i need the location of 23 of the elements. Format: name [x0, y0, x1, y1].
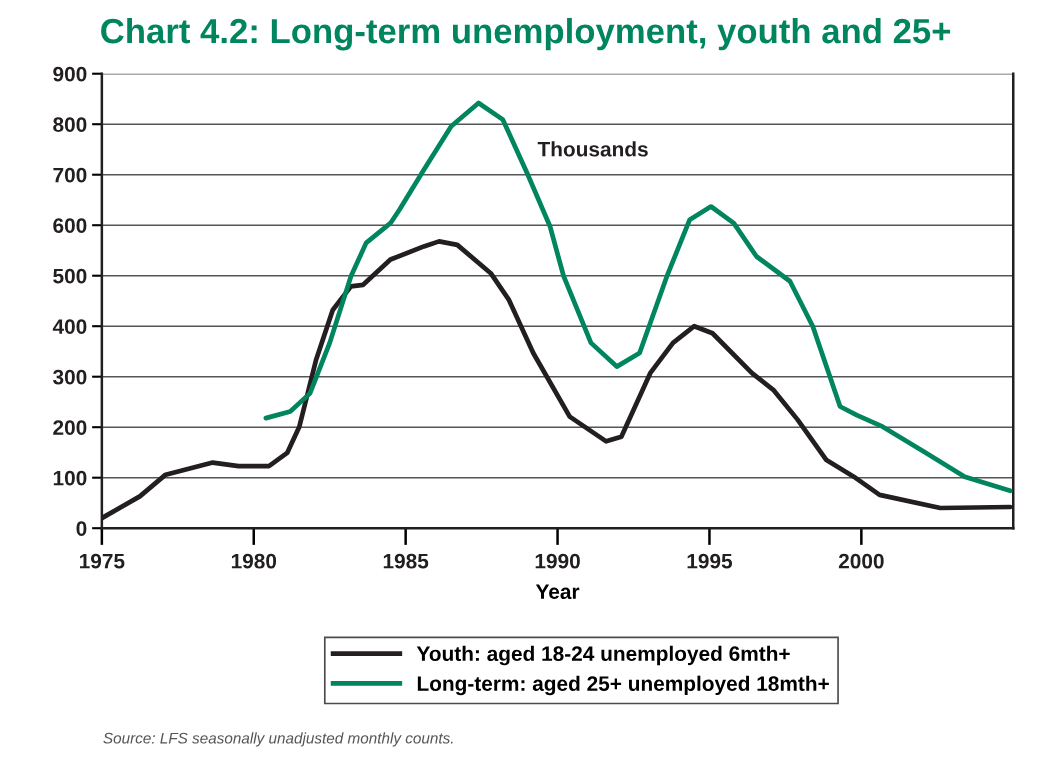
x-tick-label: 1980: [231, 553, 277, 569]
x-tick-label: 1990: [535, 553, 580, 569]
y-tick-label: 200: [53, 420, 87, 435]
x-tick-label: 1985: [383, 553, 429, 569]
source-note: Source: LFS seasonally unadjusted monthly counts.: [103, 732, 453, 747]
y-tick-label: 0: [76, 521, 87, 536]
y-tick-label: 300: [53, 369, 87, 385]
legend-label: Long-term: aged 25+ unemployed 18mth+: [417, 675, 829, 696]
chart-title: Chart 4.2: Long-term unemployment, youth and 25+: [101, 17, 951, 51]
x-tick-label: 1995: [687, 553, 733, 569]
y-tick-label: 900: [53, 66, 87, 82]
y-tick-label: 100: [53, 470, 87, 486]
x-tick-label: 2000: [838, 553, 884, 569]
x-axis-title: Year: [535, 584, 580, 600]
y-tick-label: 400: [52, 319, 87, 334]
y-tick-label: 700: [53, 167, 87, 183]
legend-label: Youth: aged 18-24 unemployed 6mth+: [416, 645, 790, 666]
y-tick-label: 500: [53, 268, 87, 284]
annotation: Thousands: [537, 141, 648, 157]
y-tick-label: 600: [53, 218, 87, 233]
line-series: [263, 100, 1013, 494]
x-tick-label: 1975: [80, 553, 125, 569]
y-tick-label: 800: [53, 117, 87, 132]
